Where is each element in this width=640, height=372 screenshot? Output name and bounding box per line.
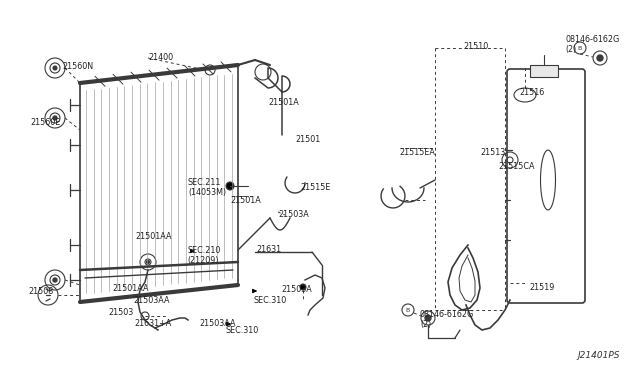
Text: SEC.210: SEC.210 <box>187 246 220 255</box>
Text: (2): (2) <box>420 320 431 329</box>
Text: B: B <box>578 45 582 51</box>
Circle shape <box>53 116 57 120</box>
Text: (21209): (21209) <box>187 256 218 265</box>
Bar <box>530 65 558 77</box>
Text: 21503A: 21503A <box>281 285 312 294</box>
Text: (14053M): (14053M) <box>188 188 226 197</box>
Text: 21501A: 21501A <box>230 196 260 205</box>
Text: 21516: 21516 <box>519 88 544 97</box>
Text: 21501AA: 21501AA <box>135 232 172 241</box>
Text: (2): (2) <box>565 45 576 54</box>
Text: 21503AA: 21503AA <box>133 296 170 305</box>
Circle shape <box>597 55 603 61</box>
Circle shape <box>226 182 234 190</box>
FancyBboxPatch shape <box>507 69 585 303</box>
Text: 21510: 21510 <box>463 42 488 51</box>
Text: 08146-6162G: 08146-6162G <box>420 310 474 319</box>
Text: 21508: 21508 <box>28 287 53 296</box>
Text: 21501AA: 21501AA <box>112 284 148 293</box>
Circle shape <box>53 278 57 282</box>
Circle shape <box>300 284 306 290</box>
Circle shape <box>425 315 431 321</box>
Text: 21515CA: 21515CA <box>498 162 534 171</box>
Text: 21400: 21400 <box>148 53 173 62</box>
Text: 21513: 21513 <box>480 148 505 157</box>
Text: 21519: 21519 <box>529 283 554 292</box>
Text: 21515EA: 21515EA <box>399 148 435 157</box>
Text: 21503AA: 21503AA <box>199 319 236 328</box>
Text: 21560E: 21560E <box>30 118 60 127</box>
Circle shape <box>147 260 150 263</box>
Text: SEC.310: SEC.310 <box>253 296 286 305</box>
Ellipse shape <box>514 88 536 102</box>
Text: 08146-6162G: 08146-6162G <box>565 35 620 44</box>
Text: 21631+A: 21631+A <box>134 319 172 328</box>
Text: 21503A: 21503A <box>278 210 308 219</box>
Circle shape <box>53 66 57 70</box>
Text: SEC.310: SEC.310 <box>226 326 259 335</box>
Text: 21501: 21501 <box>295 135 320 144</box>
Text: 21515E: 21515E <box>300 183 330 192</box>
Text: SEC.211: SEC.211 <box>188 178 221 187</box>
Text: 21560N: 21560N <box>62 62 93 71</box>
Text: 21631: 21631 <box>256 245 281 254</box>
Text: 21503: 21503 <box>108 308 133 317</box>
Text: B: B <box>406 308 410 312</box>
Text: 21501A: 21501A <box>268 98 299 107</box>
Text: J21401PS: J21401PS <box>577 351 620 360</box>
